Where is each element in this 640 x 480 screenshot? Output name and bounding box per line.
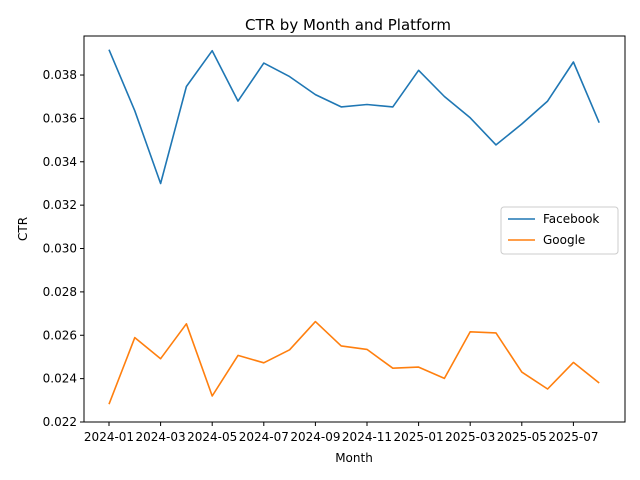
y-tick-label: 0.030 <box>43 242 77 256</box>
series-line-google <box>108 320 600 405</box>
x-tick-label: 2024-05 <box>187 430 237 444</box>
x-tick-label: 2024-11 <box>342 430 392 444</box>
x-tick-label: 2025-05 <box>497 430 547 444</box>
y-tick-label: 0.032 <box>43 198 77 212</box>
legend-label-facebook: Facebook <box>543 212 599 226</box>
x-tick-label: 2024-09 <box>290 430 340 444</box>
x-tick-label: 2024-03 <box>136 430 186 444</box>
x-tick-label: 2025-07 <box>548 430 598 444</box>
y-tick-label: 0.026 <box>43 328 77 342</box>
y-tick-label: 0.024 <box>43 372 77 386</box>
chart-title: CTR by Month and Platform <box>245 16 451 34</box>
legend-label-google: Google <box>543 233 585 247</box>
x-axis: 2024-01 2024-03 2024-05 2024-07 2024-09 2024-… <box>84 422 598 444</box>
y-tick-label: 0.028 <box>43 285 77 299</box>
y-tick-label: 0.022 <box>43 415 77 429</box>
series-line-facebook <box>108 49 600 185</box>
x-tick-label: 2025-01 <box>394 430 444 444</box>
y-axis: 0.022 0.024 0.026 0.028 0.030 0.032 0.034 0.036… <box>43 68 84 429</box>
x-tick-label: 2025-03 <box>445 430 495 444</box>
y-tick-label: 0.038 <box>43 68 77 82</box>
x-tick-label: 2024-01 <box>84 430 134 444</box>
x-tick-label: 2024-07 <box>239 430 289 444</box>
plot-area-frame <box>83 35 626 423</box>
y-tick-label: 0.036 <box>43 111 77 125</box>
series-lines <box>108 49 600 405</box>
x-axis-label: Month <box>335 451 373 465</box>
legend: Facebook Google <box>500 206 619 255</box>
y-axis-label: CTR <box>16 217 30 241</box>
y-tick-label: 0.034 <box>43 155 77 169</box>
